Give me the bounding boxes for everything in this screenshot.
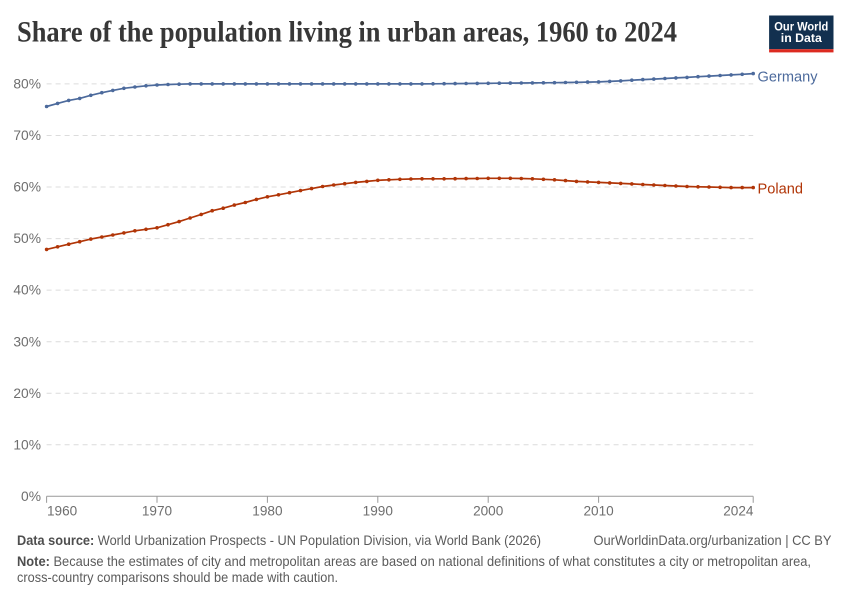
svg-text:10%: 10% — [13, 437, 41, 452]
svg-text:Germany: Germany — [758, 70, 819, 86]
svg-text:1960: 1960 — [47, 503, 78, 518]
svg-text:60%: 60% — [13, 180, 41, 195]
svg-text:Data source: World Urbanizatio: Data source: World Urbanization Prospect… — [17, 533, 541, 548]
svg-text:in Data: in Data — [781, 31, 822, 45]
svg-text:1980: 1980 — [252, 503, 283, 518]
svg-text:80%: 80% — [13, 77, 41, 92]
svg-text:Share of the population living: Share of the population living in urban … — [17, 16, 677, 49]
svg-text:Our World: Our World — [774, 19, 828, 33]
svg-text:Poland: Poland — [758, 182, 803, 198]
svg-text:50%: 50% — [13, 231, 41, 246]
svg-text:2024: 2024 — [723, 503, 754, 518]
svg-text:0%: 0% — [21, 489, 41, 504]
svg-text:1990: 1990 — [363, 503, 394, 518]
svg-text:30%: 30% — [13, 334, 41, 349]
svg-text:20%: 20% — [13, 386, 41, 401]
svg-text:1970: 1970 — [142, 503, 173, 518]
svg-text:70%: 70% — [13, 128, 41, 143]
svg-text:Note: Because the estimates of: Note: Because the estimates of city and … — [17, 554, 811, 569]
svg-text:2000: 2000 — [473, 503, 504, 518]
svg-text:OurWorldinData.org/urbanizatio: OurWorldinData.org/urbanization | CC BY — [594, 533, 832, 548]
svg-text:cross-country comparisons shou: cross-country comparisons should be made… — [17, 570, 338, 585]
svg-text:40%: 40% — [13, 283, 41, 298]
svg-text:2010: 2010 — [583, 503, 614, 518]
